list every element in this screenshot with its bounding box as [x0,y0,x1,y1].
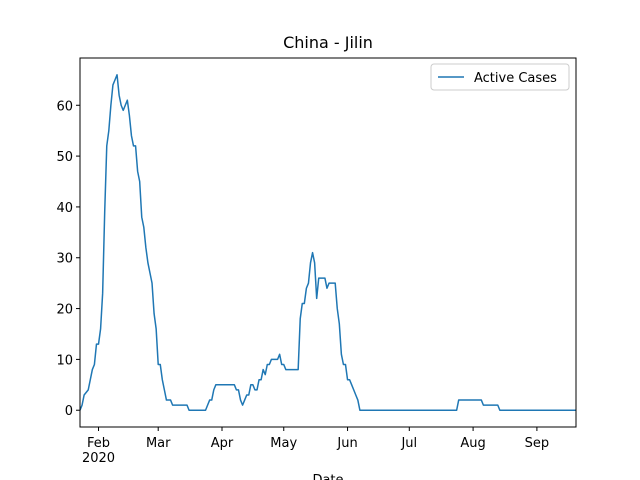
x-tick-label: Aug [460,436,485,451]
x-axis-label: Date [312,473,343,480]
x-tick-label: Feb 2020 [82,436,115,466]
x-tick-label: Mar [146,436,171,451]
x-tick-label: May [270,436,297,451]
y-tick-label: 20 [56,303,73,318]
y-tick-label: 10 [56,353,73,368]
y-tick-label: 50 [56,150,73,165]
y-tick-label: 0 [65,404,73,419]
chart-title: China - Jilin [283,33,373,52]
x-tick-label: Jul [400,436,417,451]
x-tick-label: Jun [336,436,357,451]
y-tick-label: 30 [56,252,73,267]
x-tick-label: Apr [211,436,234,451]
legend-box [430,63,570,91]
y-tick-label: 40 [56,201,73,216]
data-line [79,74,576,411]
y-tick-label: 60 [56,99,73,114]
axes-frame [79,57,577,428]
legend-label: Active Cases [474,71,557,86]
x-tick-label: Sep [525,436,550,451]
